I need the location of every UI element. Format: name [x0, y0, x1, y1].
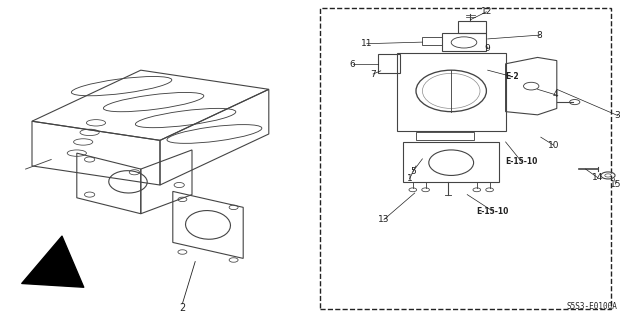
Text: 6: 6 — [350, 60, 355, 69]
Text: E-2: E-2 — [505, 72, 519, 81]
Text: 2: 2 — [179, 303, 186, 313]
Text: 4: 4 — [553, 90, 558, 99]
Text: 11: 11 — [361, 39, 372, 48]
Text: E-15-10: E-15-10 — [506, 157, 538, 166]
Text: 8: 8 — [537, 31, 542, 40]
Text: 9: 9 — [485, 44, 490, 53]
Text: 5: 5 — [410, 167, 415, 176]
Text: 1: 1 — [407, 174, 412, 183]
Text: 10: 10 — [548, 141, 559, 150]
Text: 14: 14 — [592, 173, 604, 182]
Text: 15: 15 — [610, 180, 621, 189]
Text: E-15-10: E-15-10 — [477, 207, 509, 216]
Text: 12: 12 — [481, 7, 492, 16]
Text: 3: 3 — [615, 111, 620, 120]
Text: 13: 13 — [378, 215, 390, 224]
Bar — [320, 8, 611, 309]
Text: FR.: FR. — [60, 258, 74, 267]
Bar — [378, 54, 400, 73]
Bar — [416, 132, 474, 140]
Bar — [422, 37, 442, 45]
Text: S5S3-E0100A: S5S3-E0100A — [567, 302, 618, 311]
Bar — [458, 21, 486, 33]
Text: 7: 7 — [371, 70, 376, 78]
FancyArrowPatch shape — [22, 236, 84, 287]
